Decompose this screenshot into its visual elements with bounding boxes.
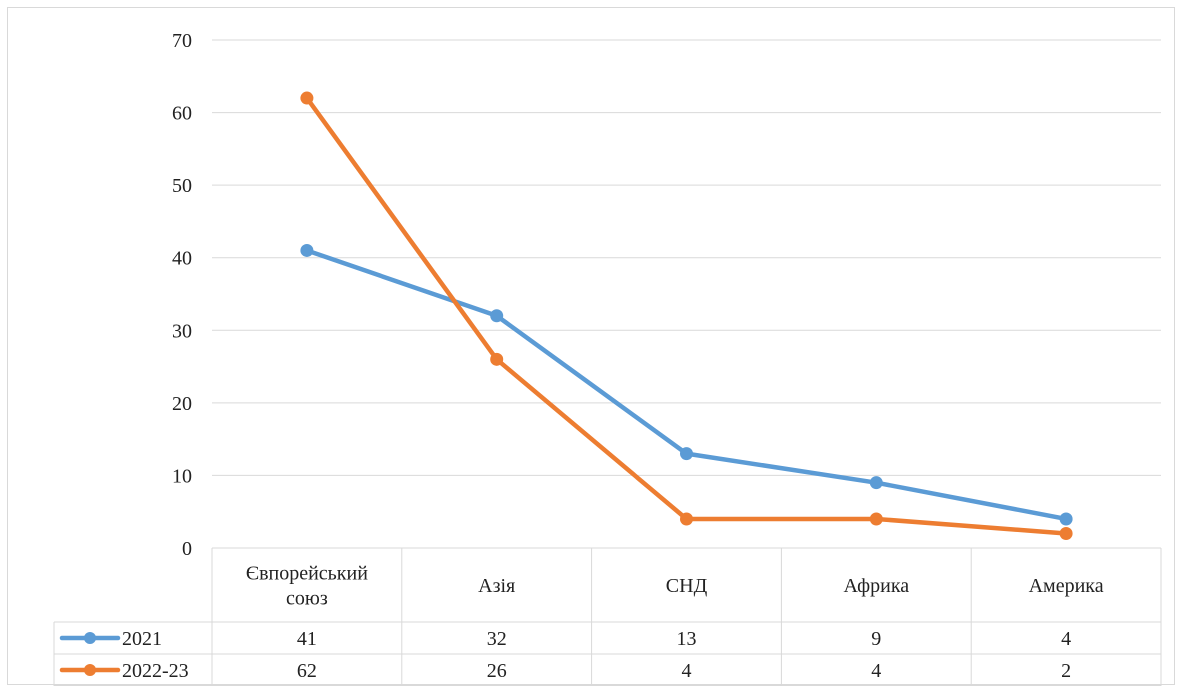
data-point [300,91,314,105]
y-tick-label: 70 [172,30,192,52]
data-point [680,512,693,526]
data-point [300,243,314,257]
y-tick-label: 50 [172,175,192,197]
gridlines [212,39,1161,476]
table-cell-value: 4 [682,660,692,682]
table-cell-value: 26 [487,660,507,682]
series-lines [300,91,1073,540]
y-tick-label: 10 [172,465,192,487]
y-tick-label: 40 [172,248,192,270]
x-category-label: Америка [1029,575,1104,597]
table-cell-value: 62 [297,660,317,682]
legend-key-2021 [59,632,121,644]
x-category-label: СНД [666,575,708,597]
y-tick-label: 60 [172,103,192,125]
table-cell-value: 4 [1061,628,1071,650]
table-cell-value: 41 [297,628,317,650]
data-point [869,476,883,490]
legend-label: 2021 [122,628,162,650]
legend-key-2022-23 [59,664,121,676]
series-line-2021 [304,248,1069,522]
legend-label: 2022-23 [122,660,189,682]
table-cell-value: 9 [871,628,881,650]
series-line-2022-23 [304,95,1069,536]
data-point [869,512,883,526]
y-axis-ticks: 0 10 20 30 40 50 60 70 [172,30,192,560]
y-tick-label: 30 [172,320,192,342]
data-point [680,447,693,461]
table-cell-value: 4 [871,660,881,682]
data-point [1059,512,1073,526]
x-category-label: Азія [478,575,515,597]
line-chart: 0 10 20 30 40 50 60 70 Євпорейський союз Азія СНД А… [53,30,1162,686]
table-cell-value: 32 [487,628,507,650]
table-cell-value: 13 [677,628,697,650]
y-tick-label: 0 [182,538,192,560]
data-point [490,352,504,366]
x-category-label: Євпорейський союз [246,563,368,610]
x-category-label: Африка [843,575,909,597]
data-point [1059,526,1073,540]
chart-frame: 0 10 20 30 40 50 60 70 Євпорейський союз Азія СНД А… [7,7,1175,686]
table-cell-value: 2 [1061,660,1071,682]
data-point [490,309,504,323]
y-tick-label: 20 [172,393,192,415]
data-table: Євпорейський союз Азія СНД Африка Америка 2021… [53,547,1162,686]
